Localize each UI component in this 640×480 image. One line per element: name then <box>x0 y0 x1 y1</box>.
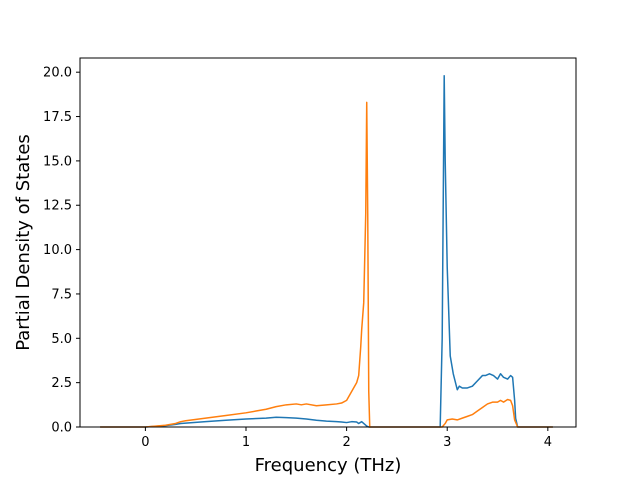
x-tick-label: 2 <box>342 435 350 450</box>
series-line-1 <box>100 74 553 428</box>
y-tick-label: 20.0 <box>43 66 72 81</box>
x-tick-label: 3 <box>443 435 451 450</box>
series-line-2 <box>100 101 553 428</box>
axes-frame <box>79 57 577 428</box>
y-tick-label: 2.5 <box>51 376 72 391</box>
y-tick-label: 12.5 <box>43 199 72 214</box>
y-axis-label: Partial Density of States <box>13 134 34 351</box>
y-axis-ticks: 0.0 2.5 5.0 7.5 10.0 12.5 15.0 17.5 20.0 <box>43 66 80 436</box>
y-tick-label: 0.0 <box>51 421 72 436</box>
x-tick-label: 0 <box>141 435 149 450</box>
x-tick-label: 4 <box>544 435 552 450</box>
y-tick-label: 7.5 <box>51 287 72 302</box>
x-axis-label: Frequency (THz) <box>255 455 402 476</box>
series-layer <box>100 74 553 428</box>
y-tick-label: 10.0 <box>43 243 72 258</box>
y-tick-label: 17.5 <box>43 110 72 125</box>
y-tick-label: 15.0 <box>43 154 72 169</box>
x-tick-label: 1 <box>242 435 250 450</box>
y-tick-label: 5.0 <box>51 332 72 347</box>
x-axis-ticks: 0 1 2 3 4 <box>141 427 552 450</box>
